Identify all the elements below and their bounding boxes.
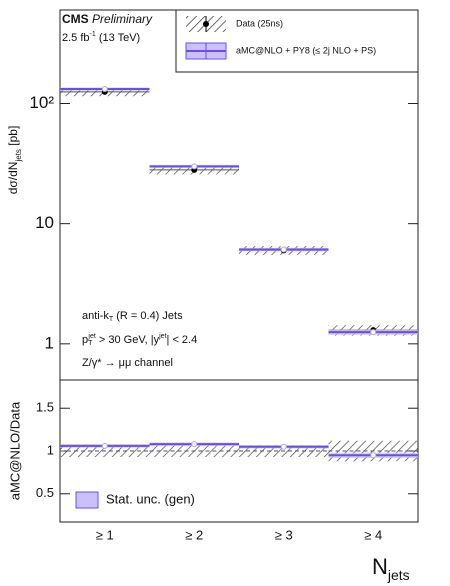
annotation: pTjet > 30 GeV, |yjet| < 2.4 <box>82 333 197 347</box>
legend-swatch <box>75 491 99 509</box>
annotation-sup: jet <box>158 333 166 340</box>
y-tick-label: 1 <box>45 333 54 352</box>
y-axis-title: dσ/dNjets [pb] <box>6 126 22 195</box>
annotation-text: | < 2.4 <box>167 334 198 346</box>
xlabel-sub: jets <box>387 567 410 583</box>
x-tick-label: ≥ 3 <box>275 527 293 542</box>
annotation-text: p <box>82 334 88 346</box>
ylabel-text: dσ/dN <box>6 162 20 195</box>
mc-point <box>191 441 198 448</box>
ylabel-text: [pb] <box>6 126 20 146</box>
x-tick-label: ≥ 1 <box>96 527 114 542</box>
lumi: 2.5 fb-1 (13 TeV) <box>62 31 140 44</box>
annotation: anti-kT (R = 0.4) Jets <box>82 310 183 323</box>
legend-label: Data (25ns) <box>236 18 283 28</box>
y-tick-label: 0.5 <box>36 485 54 500</box>
mc-point <box>101 86 108 93</box>
annotation: Z/γ* → μμ channel <box>82 357 173 369</box>
mc-point <box>191 163 198 170</box>
mc-point <box>101 442 108 449</box>
annotation-sup: jet <box>87 333 95 340</box>
mc-point <box>280 443 287 450</box>
y-tick-label: 10² <box>29 93 54 112</box>
lumi-text: (13 TeV) <box>99 32 140 44</box>
x-tick-label: ≥ 2 <box>185 527 203 542</box>
ylabel-sub: jets <box>14 149 23 162</box>
annotation-text: anti-k <box>82 310 109 322</box>
x-tick-label: ≥ 4 <box>364 527 382 542</box>
title-line: CMS Preliminary <box>62 12 153 26</box>
mc-point <box>370 329 377 336</box>
chart-title: CMS <box>62 12 89 26</box>
y-tick-label: 1.5 <box>36 400 54 415</box>
annotation-sub: T <box>88 340 93 347</box>
lumi-sup: -1 <box>90 31 96 38</box>
y-tick-label: 10 <box>35 213 54 232</box>
annotation-text: (R = 0.4) Jets <box>116 310 183 322</box>
legend-label: aMC@NLO + PY8 (≤ 2j NLO + PS) <box>236 45 376 55</box>
annotation-text: Z/γ* → μμ channel <box>82 357 173 369</box>
annotation-sub: T <box>109 316 114 323</box>
mc-point <box>280 246 287 253</box>
annotation-text: > 30 GeV, |y <box>99 334 160 346</box>
x-axis-title: Njets <box>372 554 410 583</box>
y-tick-label: 1 <box>47 442 54 457</box>
y-axis-title: aMC@NLO/Data <box>7 401 22 500</box>
legend-label: Stat. unc. (gen) <box>106 491 195 506</box>
mc-point <box>370 452 377 459</box>
lumi-text: 2.5 fb <box>62 32 90 44</box>
xlabel-text: N <box>372 554 388 579</box>
chart-subtitle: Preliminary <box>92 12 153 26</box>
